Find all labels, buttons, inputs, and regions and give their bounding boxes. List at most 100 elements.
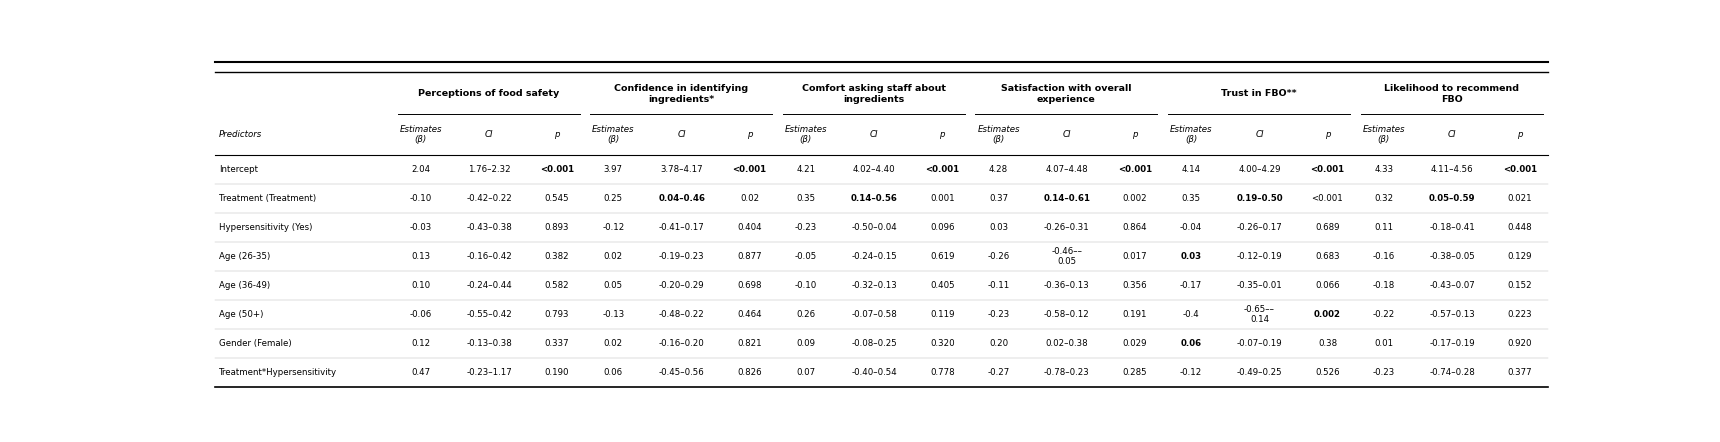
Text: 0.190: 0.190 [545, 368, 569, 377]
Text: <0.001: <0.001 [925, 165, 960, 174]
Text: 0.001: 0.001 [931, 194, 955, 203]
Text: -0.49–0.25: -0.49–0.25 [1237, 368, 1283, 377]
Text: 0.02: 0.02 [604, 252, 623, 261]
Text: -0.03: -0.03 [409, 223, 432, 232]
Text: 0.826: 0.826 [738, 368, 762, 377]
Text: 0.09: 0.09 [796, 339, 815, 348]
Text: 0.464: 0.464 [738, 310, 762, 319]
Text: Estimates
(β): Estimates (β) [1170, 125, 1213, 145]
Text: 0.03: 0.03 [1180, 252, 1202, 261]
Text: Perceptions of food safety: Perceptions of food safety [418, 89, 559, 99]
Text: Hypersensitivity (Yes): Hypersensitivity (Yes) [218, 223, 313, 232]
Text: -0.32–0.13: -0.32–0.13 [851, 281, 898, 290]
Text: Likelihood to recommend
FBO: Likelihood to recommend FBO [1385, 84, 1519, 103]
Text: Estimates
(β): Estimates (β) [399, 125, 442, 145]
Text: 1.76–2.32: 1.76–2.32 [468, 165, 511, 174]
Text: 0.778: 0.778 [931, 368, 955, 377]
Text: -0.41–0.17: -0.41–0.17 [659, 223, 705, 232]
Text: 0.066: 0.066 [1316, 281, 1340, 290]
Text: Treatment*Hypersensitivity: Treatment*Hypersensitivity [218, 368, 337, 377]
Text: <0.001: <0.001 [540, 165, 574, 174]
Text: 0.404: 0.404 [738, 223, 762, 232]
Text: -0.23–1.17: -0.23–1.17 [466, 368, 513, 377]
Text: -0.18: -0.18 [1373, 281, 1395, 290]
Text: -0.23: -0.23 [1373, 368, 1395, 377]
Text: -0.07–0.58: -0.07–0.58 [851, 310, 898, 319]
Text: 0.689: 0.689 [1316, 223, 1340, 232]
Text: -0.13–0.38: -0.13–0.38 [466, 339, 513, 348]
Text: -0.06: -0.06 [409, 310, 432, 319]
Text: Age (26-35): Age (26-35) [218, 252, 270, 261]
Text: Predictors: Predictors [218, 130, 261, 139]
Text: 0.683: 0.683 [1316, 252, 1340, 261]
Text: 0.11: 0.11 [1374, 223, 1393, 232]
Text: 0.152: 0.152 [1508, 281, 1533, 290]
Text: <0.001: <0.001 [1312, 194, 1343, 203]
Text: p: p [939, 130, 944, 139]
Text: <0.001: <0.001 [1118, 165, 1152, 174]
Text: -0.04: -0.04 [1180, 223, 1202, 232]
Text: 4.00–4.29: 4.00–4.29 [1238, 165, 1281, 174]
Text: -0.40–0.54: -0.40–0.54 [851, 368, 898, 377]
Text: -0.42–0.22: -0.42–0.22 [466, 194, 513, 203]
Text: 0.582: 0.582 [545, 281, 569, 290]
Text: 0.14–0.61: 0.14–0.61 [1044, 194, 1090, 203]
Text: 0.38: 0.38 [1318, 339, 1336, 348]
Text: 0.545: 0.545 [545, 194, 569, 203]
Text: CI: CI [1256, 130, 1264, 139]
Text: 0.002: 0.002 [1123, 194, 1147, 203]
Text: -0.10: -0.10 [409, 194, 432, 203]
Text: 0.320: 0.320 [931, 339, 955, 348]
Text: CI: CI [870, 130, 879, 139]
Text: CI: CI [485, 130, 494, 139]
Text: -0.10: -0.10 [795, 281, 817, 290]
Text: 0.405: 0.405 [931, 281, 955, 290]
Text: Age (50+): Age (50+) [218, 310, 263, 319]
Text: -0.50–0.04: -0.50–0.04 [851, 223, 898, 232]
Text: 0.02: 0.02 [740, 194, 759, 203]
Text: -0.23: -0.23 [987, 310, 1010, 319]
Text: 0.04–0.46: 0.04–0.46 [659, 194, 705, 203]
Text: -0.17: -0.17 [1180, 281, 1202, 290]
Text: -0.17–0.19: -0.17–0.19 [1429, 339, 1476, 348]
Text: -0.13: -0.13 [602, 310, 624, 319]
Text: 3.78–4.17: 3.78–4.17 [660, 165, 703, 174]
Text: -0.4: -0.4 [1183, 310, 1199, 319]
Text: -0.78–0.23: -0.78–0.23 [1044, 368, 1090, 377]
Text: 4.14: 4.14 [1182, 165, 1201, 174]
Text: <0.001: <0.001 [733, 165, 767, 174]
Text: p: p [1517, 130, 1522, 139]
Text: 0.698: 0.698 [738, 281, 762, 290]
Text: 0.877: 0.877 [738, 252, 762, 261]
Text: -0.46––
0.05: -0.46–– 0.05 [1051, 247, 1082, 266]
Text: 0.10: 0.10 [411, 281, 430, 290]
Text: 0.619: 0.619 [931, 252, 955, 261]
Text: Estimates
(β): Estimates (β) [592, 125, 635, 145]
Text: Trust in FBO**: Trust in FBO** [1221, 89, 1297, 99]
Text: -0.45–0.56: -0.45–0.56 [659, 368, 705, 377]
Text: 0.821: 0.821 [738, 339, 762, 348]
Text: -0.43–0.07: -0.43–0.07 [1429, 281, 1476, 290]
Text: Intercept: Intercept [218, 165, 258, 174]
Text: Confidence in identifying
ingredients*: Confidence in identifying ingredients* [614, 84, 748, 103]
Text: Estimates
(β): Estimates (β) [977, 125, 1020, 145]
Text: -0.26–0.31: -0.26–0.31 [1044, 223, 1090, 232]
Text: -0.58–0.12: -0.58–0.12 [1044, 310, 1090, 319]
Text: 2.04: 2.04 [411, 165, 430, 174]
Text: 0.448: 0.448 [1508, 223, 1533, 232]
Text: -0.43–0.38: -0.43–0.38 [466, 223, 513, 232]
Text: -0.36–0.13: -0.36–0.13 [1044, 281, 1090, 290]
Text: -0.27: -0.27 [987, 368, 1010, 377]
Text: 0.05: 0.05 [604, 281, 623, 290]
Text: -0.16–0.42: -0.16–0.42 [466, 252, 513, 261]
Text: 4.11–4.56: 4.11–4.56 [1431, 165, 1474, 174]
Text: -0.48–0.22: -0.48–0.22 [659, 310, 705, 319]
Text: -0.26: -0.26 [987, 252, 1010, 261]
Text: 0.19–0.50: 0.19–0.50 [1237, 194, 1283, 203]
Text: -0.05: -0.05 [795, 252, 817, 261]
Text: Satisfaction with overall
experience: Satisfaction with overall experience [1001, 84, 1132, 103]
Text: -0.18–0.41: -0.18–0.41 [1429, 223, 1476, 232]
Text: 0.35: 0.35 [796, 194, 815, 203]
Text: 0.02: 0.02 [604, 339, 623, 348]
Text: 0.37: 0.37 [989, 194, 1008, 203]
